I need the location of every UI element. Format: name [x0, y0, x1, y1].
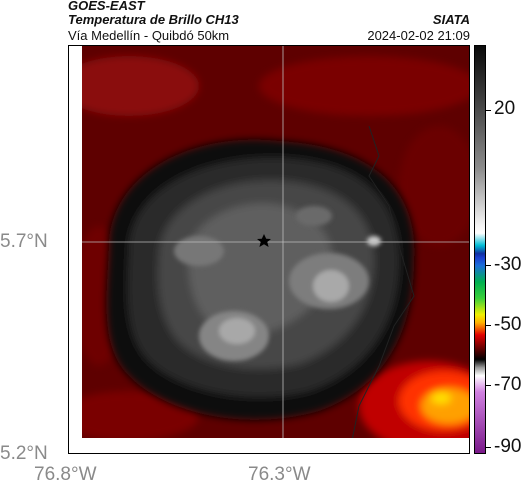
colorbar-tick — [486, 325, 491, 326]
colorbar-tick — [486, 110, 491, 111]
colorbar-tick — [486, 447, 491, 448]
colorbar-tick — [486, 265, 491, 266]
colorbar-label-minus90: -90 — [494, 436, 522, 457]
colorbar-label-minus50: -50 — [494, 314, 522, 335]
satellite-map — [68, 45, 470, 454]
lat-label-5-7: 5.7°N — [0, 231, 48, 252]
lat-label-5-2: 5.2°N — [0, 443, 48, 464]
satellite-title: GOES-EAST — [68, 0, 145, 13]
brightness-temperature-field — [69, 46, 469, 453]
colorbar-label-minus30: -30 — [494, 254, 522, 275]
star-icon — [257, 234, 271, 247]
colorbar — [474, 45, 486, 454]
colorbar-label-minus70: -70 — [494, 374, 522, 395]
lon-label-76-8: 76.8°W — [34, 464, 97, 485]
product-title: Temperatura de Brillo CH13 — [68, 12, 239, 27]
region-subtitle: Vía Medellín - Quibdó 50km — [68, 28, 230, 43]
cloud-system — [106, 139, 415, 420]
colorbar-tick — [486, 385, 491, 386]
border-line — [348, 125, 415, 453]
organization-label: SIATA — [432, 12, 470, 27]
colorbar-label-20: 20 — [494, 98, 516, 119]
warm-region — [359, 361, 469, 451]
datetime-label: 2024-02-02 21:09 — [367, 28, 470, 43]
lon-label-76-3: 76.3°W — [248, 464, 311, 485]
